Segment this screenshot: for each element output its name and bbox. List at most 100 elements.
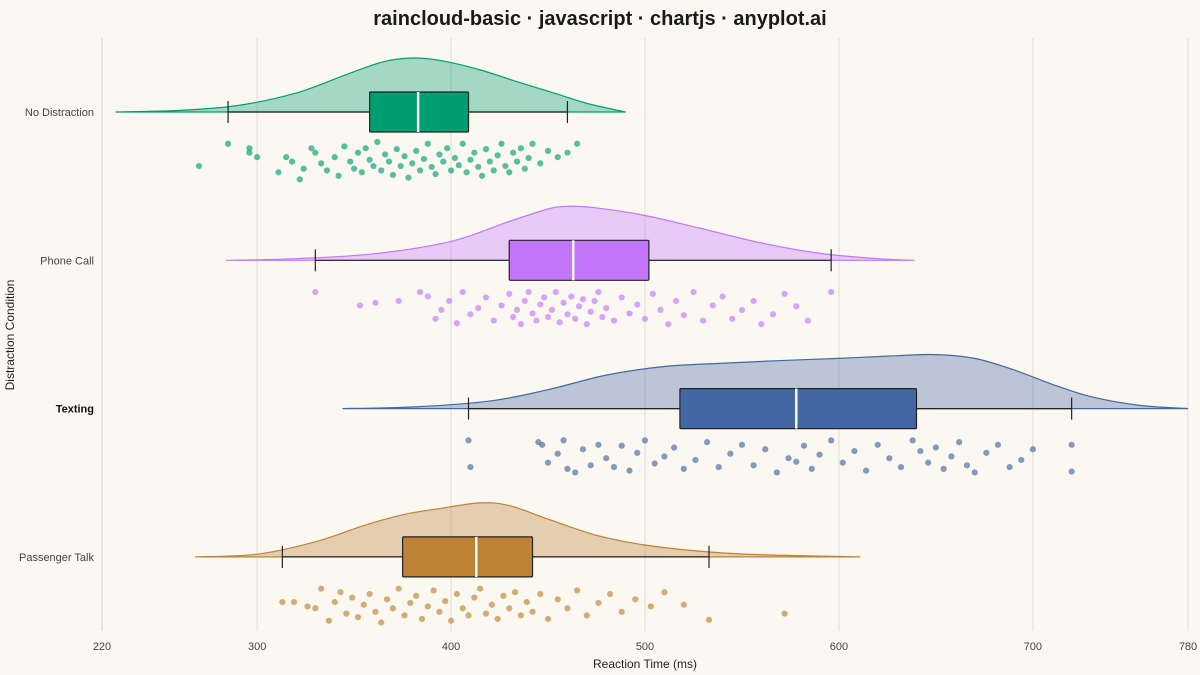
rain-point bbox=[690, 288, 697, 296]
rain-point bbox=[502, 162, 509, 170]
rain-point bbox=[351, 165, 358, 172]
category-label: Passenger Talk bbox=[19, 552, 95, 564]
rain-point bbox=[956, 439, 963, 446]
x-axis-label: Reaction Time (ms) bbox=[593, 657, 697, 671]
rain-point bbox=[544, 459, 552, 466]
rain-point bbox=[971, 469, 978, 476]
rain-point bbox=[424, 603, 431, 610]
rain-point bbox=[312, 288, 319, 296]
rain-point bbox=[727, 450, 734, 457]
rain-point bbox=[447, 167, 455, 174]
category-label: No Distraction bbox=[25, 107, 94, 119]
rain-point bbox=[839, 459, 846, 466]
rain-point bbox=[488, 601, 495, 608]
rain-point bbox=[517, 612, 524, 619]
rain-point bbox=[290, 598, 298, 606]
rain-point bbox=[475, 305, 482, 312]
rain-point bbox=[932, 444, 939, 451]
rain-point bbox=[610, 317, 618, 324]
rain-point bbox=[453, 590, 460, 598]
rain-point bbox=[804, 317, 812, 324]
rain-point bbox=[541, 294, 548, 301]
rain-point bbox=[482, 294, 490, 301]
rain-point bbox=[595, 599, 602, 607]
rain-point bbox=[672, 297, 680, 305]
iqr-box bbox=[401, 536, 534, 578]
rain-point bbox=[510, 149, 517, 156]
rain-point bbox=[537, 590, 544, 598]
iqr-box bbox=[679, 388, 918, 430]
rain-point bbox=[389, 171, 396, 179]
rain-point bbox=[657, 306, 664, 313]
rain-point bbox=[886, 455, 893, 462]
rain-point bbox=[700, 317, 707, 324]
rain-point bbox=[304, 603, 311, 610]
rain-point bbox=[356, 302, 364, 309]
rain-point bbox=[709, 302, 716, 309]
rain-point bbox=[521, 165, 528, 172]
rain-point bbox=[800, 442, 808, 449]
rain-point bbox=[692, 456, 699, 464]
rain-point bbox=[420, 155, 428, 163]
rain-point bbox=[432, 170, 439, 178]
rain-point bbox=[554, 450, 561, 457]
rain-point bbox=[395, 297, 402, 305]
rain-point bbox=[583, 321, 590, 328]
x-tick-label: 500 bbox=[636, 641, 654, 653]
rain-point bbox=[467, 156, 474, 163]
rain-point bbox=[564, 465, 571, 472]
rain-point bbox=[529, 310, 536, 317]
series-passenger-talk bbox=[195, 502, 861, 626]
rain-point bbox=[572, 315, 579, 322]
rain-point bbox=[785, 455, 792, 462]
rain-point bbox=[897, 463, 905, 471]
rain-point bbox=[729, 315, 736, 322]
rain-point bbox=[283, 154, 290, 161]
rain-point bbox=[500, 592, 507, 599]
rain-point bbox=[568, 293, 575, 300]
rain-point bbox=[341, 143, 348, 150]
rain-point bbox=[909, 437, 916, 444]
rain-point bbox=[661, 453, 668, 460]
rain-point bbox=[482, 146, 490, 153]
rain-point bbox=[409, 160, 416, 167]
rain-point bbox=[564, 605, 571, 612]
rain-point bbox=[641, 437, 649, 444]
rain-point bbox=[432, 315, 439, 322]
rain-point bbox=[440, 158, 447, 165]
density-cloud bbox=[226, 205, 915, 261]
rain-point bbox=[574, 587, 581, 594]
rain-point bbox=[360, 601, 367, 608]
rain-point bbox=[506, 290, 513, 297]
rain-point bbox=[378, 167, 385, 174]
rain-point bbox=[362, 145, 369, 152]
rain-point bbox=[246, 145, 253, 152]
x-tick-label: 220 bbox=[93, 641, 111, 653]
x-tick-label: 600 bbox=[830, 641, 848, 653]
rain-point bbox=[610, 463, 618, 471]
rain-point bbox=[948, 453, 955, 460]
rain-point bbox=[595, 441, 602, 448]
rain-point bbox=[773, 469, 780, 476]
rain-point bbox=[781, 610, 788, 617]
rain-point bbox=[529, 608, 536, 615]
rain-point bbox=[634, 449, 641, 456]
rain-point bbox=[595, 288, 602, 296]
rain-point bbox=[325, 617, 332, 624]
rain-point bbox=[537, 301, 544, 308]
rain-point bbox=[529, 140, 536, 147]
rain-point bbox=[318, 160, 325, 167]
rain-point bbox=[544, 147, 552, 155]
x-tick-labels: 220 300 400 500 600 700 780 bbox=[93, 641, 1197, 653]
series-no-distraction bbox=[115, 57, 626, 183]
rain-point bbox=[579, 296, 587, 303]
rain-point bbox=[401, 612, 408, 619]
rain-point bbox=[498, 302, 505, 309]
rain-point bbox=[649, 290, 656, 297]
rain-point bbox=[436, 151, 443, 158]
x-tick-label: 300 bbox=[248, 641, 266, 653]
rain-point bbox=[416, 288, 424, 296]
rain-point bbox=[308, 145, 315, 152]
rain-point bbox=[382, 151, 389, 158]
